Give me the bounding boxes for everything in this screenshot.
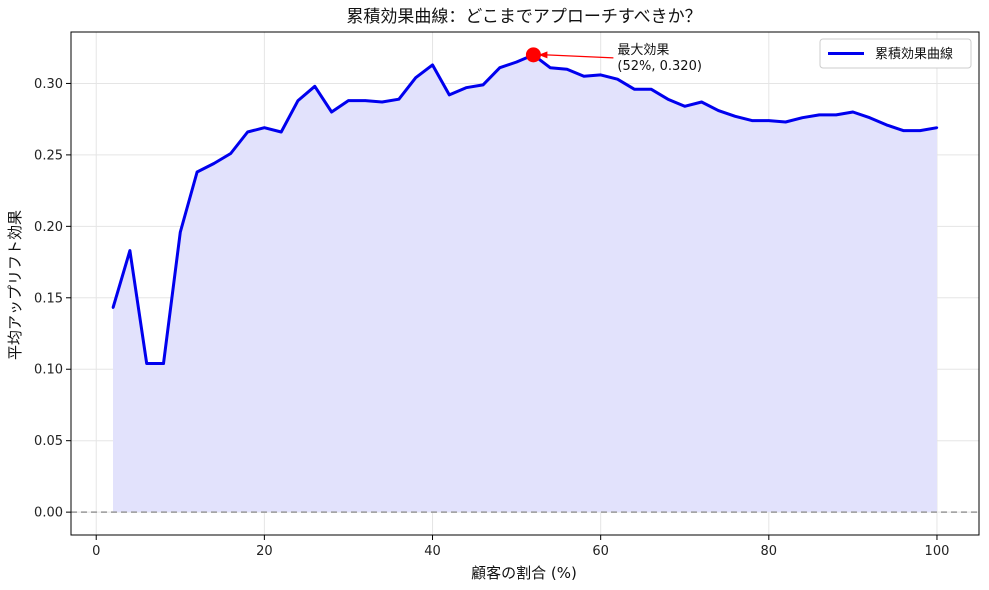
chart-title: 累積効果曲線：どこまでアプローチすべきか？: [346, 7, 701, 27]
annotation-arrowhead: [538, 51, 548, 59]
data-point: [448, 93, 451, 97]
data-point: [935, 126, 939, 129]
data-point: [229, 152, 232, 155]
data-point: [734, 115, 737, 118]
x-tick-label: 20: [256, 544, 273, 559]
data-point: [145, 362, 148, 365]
data-point: [515, 60, 518, 64]
data-point: [380, 100, 384, 104]
data-point: [498, 66, 501, 69]
data-point: [767, 119, 770, 122]
max-effect-marker: [525, 47, 541, 63]
data-point: [431, 63, 434, 67]
data-point: [666, 98, 670, 101]
axis-ticks: 0 20 40 60 80 100 0.00 0.05 0.10 0.15 0.20 0.25 0.30: [34, 77, 949, 559]
x-tick-label: 80: [761, 544, 778, 559]
data-point: [818, 113, 821, 117]
data-point: [902, 129, 905, 132]
data-point: [885, 123, 888, 127]
legend: 累積効果曲線: [819, 38, 972, 69]
data-point: [364, 99, 367, 102]
x-tick-label: 60: [592, 544, 609, 559]
data-point: [633, 88, 636, 91]
data-point: [414, 76, 417, 79]
data-point: [280, 130, 283, 134]
annotation-label-title: 最大効果: [617, 43, 669, 58]
x-tick-label: 0: [92, 544, 100, 559]
legend-label: 累積効果曲線: [875, 46, 953, 62]
data-point: [582, 75, 586, 78]
data-point: [918, 129, 922, 132]
series-line-cumulative-effect: [111, 53, 938, 365]
data-point: [834, 113, 838, 117]
data-point: [195, 170, 199, 174]
data-point: [397, 98, 401, 101]
y-axis-title: 平均アップリフト効果: [6, 210, 24, 360]
data-point: [851, 110, 855, 114]
x-axis-title: 顧客の割合 (%): [471, 564, 577, 582]
data-point: [481, 83, 485, 87]
data-point: [868, 116, 871, 119]
data-point: [700, 100, 703, 104]
data-point: [801, 116, 804, 119]
data-point: [212, 162, 216, 165]
data-point: [565, 68, 569, 71]
legend-box: [819, 38, 972, 69]
data-points: [111, 53, 939, 365]
annotation-label-value: (52%, 0.320): [617, 59, 702, 74]
y-tick-label: 0.25: [34, 148, 63, 163]
annotation-arrow: [546, 54, 614, 59]
area-fill: [113, 54, 937, 513]
data-point: [263, 126, 266, 129]
x-tick-label: 40: [424, 544, 441, 559]
data-point: [162, 362, 165, 365]
data-point: [330, 110, 333, 114]
y-tick-label: 0.20: [34, 220, 63, 235]
data-point: [111, 306, 115, 309]
y-tick-label: 0.30: [34, 77, 63, 92]
data-point: [750, 119, 754, 122]
data-point: [128, 249, 132, 252]
y-tick-label: 0.00: [34, 506, 63, 521]
data-point: [599, 73, 602, 77]
data-point: [784, 120, 787, 124]
y-tick-label: 0.15: [34, 291, 63, 306]
y-tick-label: 0.05: [34, 434, 63, 449]
x-tick-label: 100: [925, 544, 950, 559]
data-point: [347, 99, 350, 102]
data-point: [179, 230, 182, 234]
data-point: [313, 85, 316, 88]
data-point: [683, 105, 686, 108]
data-point: [616, 78, 619, 81]
data-point: [464, 86, 468, 89]
data-point: [649, 88, 653, 91]
data-point: [549, 66, 552, 69]
data-point: [717, 109, 720, 112]
data-point: [296, 99, 300, 102]
plot-frame: [70, 31, 980, 536]
y-tick-label: 0.10: [34, 363, 63, 378]
data-point: [246, 130, 249, 134]
